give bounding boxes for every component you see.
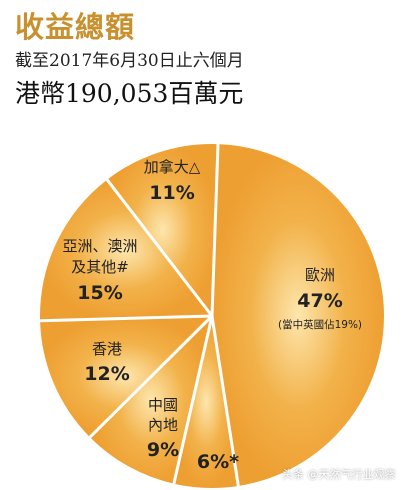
slice-divider	[210, 315, 240, 487]
slice-other	[173, 316, 239, 489]
slice-label-asia-line1: 亞洲、澳洲	[62, 237, 137, 255]
slice-note-europe: (當中英國佔19%)	[278, 318, 362, 331]
slice-label-europe: 歐洲	[305, 266, 335, 284]
slice-value-europe: 47%	[297, 290, 342, 312]
slice-divider	[210, 144, 220, 317]
slice-china	[89, 316, 212, 484]
chart-title: 收益總額	[15, 10, 136, 44]
slice-label-china-line2: 內地	[148, 416, 178, 434]
slice-hk	[40, 316, 212, 438]
slice-europe	[212, 144, 385, 486]
slice-divider	[88, 314, 214, 439]
watermark: 头条 @天然气行业观察	[282, 468, 396, 481]
total-revenue: 港幣190,053百萬元	[15, 79, 244, 108]
slice-asia	[39, 179, 212, 321]
slice-value-other: 6%*	[197, 451, 239, 473]
slice-divider	[105, 178, 214, 317]
slice-label-hk: 香港	[92, 340, 122, 358]
slice-label-asia-line2: 及其他#	[71, 258, 129, 276]
slice-value-china: 9%	[147, 439, 179, 461]
slice-divider	[172, 315, 214, 485]
slice-label-china-line1: 中國	[148, 396, 178, 414]
slice-divider	[40, 314, 213, 323]
slice-label-canada: 加拿大△	[144, 158, 201, 176]
chart-subtitle: 截至2017年6月30日止六個月	[15, 51, 244, 71]
slice-value-canada: 11%	[149, 182, 194, 204]
slice-value-hk: 12%	[84, 363, 129, 385]
slice-canada	[107, 144, 219, 316]
slice-value-asia: 15%	[77, 282, 122, 304]
